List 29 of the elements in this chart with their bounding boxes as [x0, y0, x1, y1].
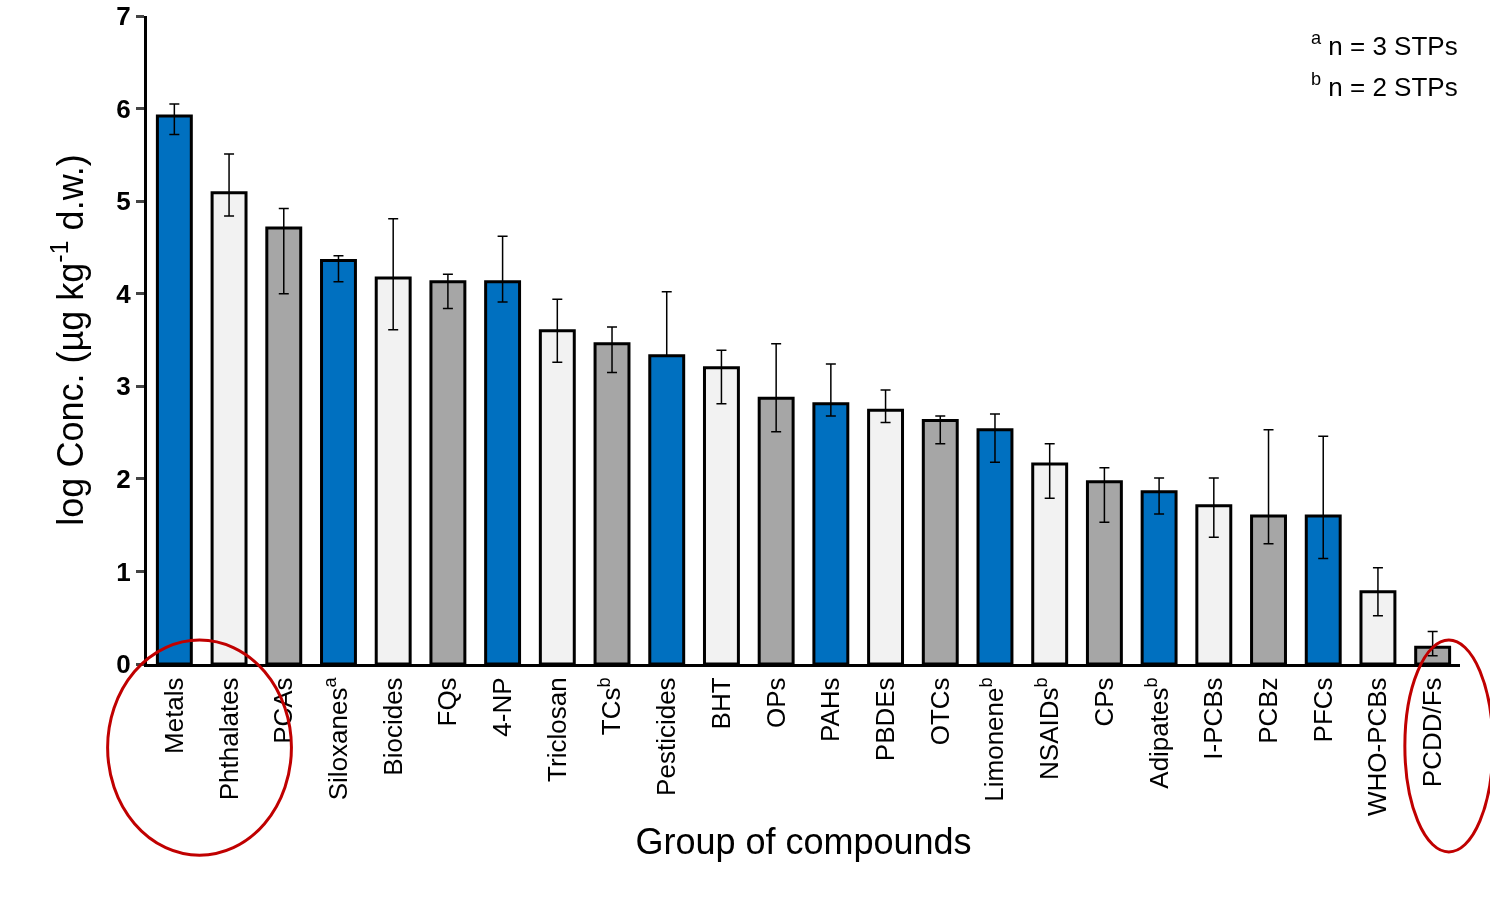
y-tick-label: 6: [116, 93, 131, 124]
x-tick-label: I-PCBs: [1198, 677, 1229, 760]
x-tick-label: WHO-PCBs: [1362, 677, 1393, 817]
x-tick-label: Metals: [158, 677, 189, 754]
x-tick-label: Triclosan: [541, 677, 572, 782]
annotation: $^{a}$ n = 3 STPs: [1311, 28, 1458, 61]
x-tick-label: Phthalates: [213, 677, 244, 801]
x-axis-title: Group of compounds: [635, 820, 972, 862]
y-tick-label: 7: [116, 1, 131, 32]
x-tick-label: Biocides: [377, 677, 408, 776]
x-tick-label: Pesticides: [651, 677, 682, 796]
y-tick-label: 2: [116, 463, 131, 494]
y-tick-label: 4: [116, 278, 132, 309]
x-tick-label: FQs: [432, 677, 463, 727]
x-tick-label: PFCs: [1307, 677, 1338, 743]
x-tick-label: 4-NP: [487, 677, 518, 737]
x-tick-label: PCBz: [1252, 677, 1283, 744]
y-tick-label: 1: [116, 556, 131, 587]
x-tick-label: PBDEs: [870, 677, 901, 762]
x-tick-label: BHT: [705, 677, 736, 730]
annotation: $^{b}$ n = 2 STPs: [1311, 69, 1458, 102]
x-tick-label: OTCs: [924, 677, 955, 746]
x-tick-label: PAHs: [815, 677, 846, 742]
y-tick-label: 0: [116, 649, 131, 680]
y-tick-label: 5: [116, 186, 131, 217]
y-tick-label: 3: [116, 371, 131, 402]
x-tick-label: OPs: [760, 677, 791, 728]
x-tick-label: PCDD/Fs: [1417, 677, 1448, 788]
x-tick-label: CPs: [1088, 677, 1119, 727]
